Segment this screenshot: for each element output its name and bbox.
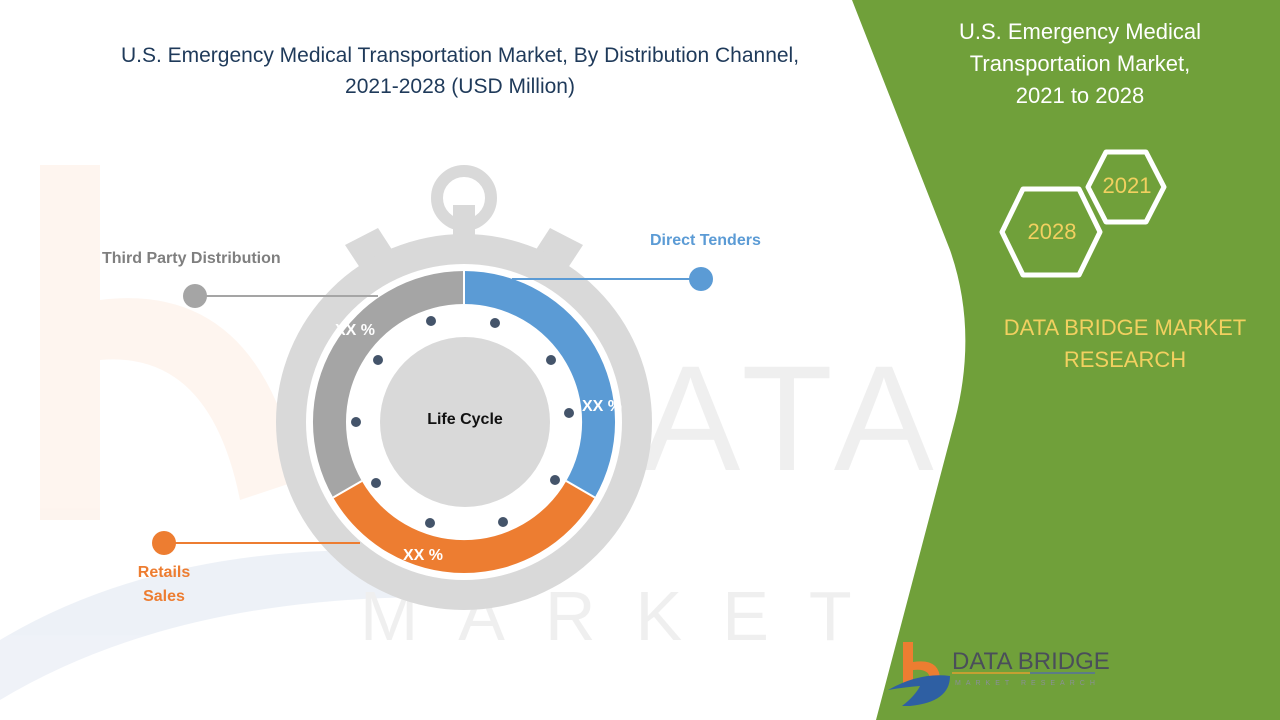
marker-third-party-icon (183, 284, 207, 308)
label-third-party-distribution: Third Party Distribution (102, 250, 281, 267)
hour-marker-dots (351, 316, 574, 528)
hex-year-2021: 2021 (1102, 173, 1152, 198)
title-line-1: U.S. Emergency Medical Transportation Ma… (120, 44, 800, 67)
title-line-2: 2021-2028 (USD Million) (345, 75, 575, 98)
data-bridge-logo-icon (888, 642, 1095, 706)
side-title-line-2: Transportation Market, (969, 51, 1191, 76)
pct-direct-tenders: XX % (582, 398, 623, 415)
side-panel-title: U.S. Emergency Medical Transportation Ma… (920, 16, 1240, 112)
pct-third-party: XX % (335, 322, 376, 339)
brand-line-2: RESEARCH (1063, 347, 1187, 372)
hex-year-2028: 2028 (1027, 219, 1077, 244)
segment-third-party (312, 270, 464, 498)
marker-retails-sales-icon (152, 531, 176, 555)
segment-direct-tenders (464, 270, 616, 498)
label-retails-sales: Retails Sales (120, 561, 208, 609)
brand-line-1: DATA BRIDGE MARKET (1003, 315, 1247, 340)
side-title-line-3: 2021 to 2028 (1015, 83, 1145, 108)
marker-direct-tenders-icon (689, 267, 713, 291)
page-title: U.S. Emergency Medical Transportation Ma… (40, 40, 880, 102)
pct-retails-sales: XX % (403, 547, 444, 564)
center-label-life-cycle: Life Cycle (427, 411, 503, 428)
logo-subtitle: MARKET RESEARCH (955, 680, 1100, 687)
segment-retails-sales (333, 481, 595, 574)
side-title-line-1: U.S. Emergency Medical (958, 19, 1202, 44)
label-direct-tenders: Direct Tenders (650, 232, 761, 249)
label-retails-line-2: Sales (143, 588, 185, 605)
life-cycle-center (380, 337, 550, 507)
brand-text: DATA BRIDGE MARKET RESEARCH (960, 312, 1280, 376)
label-retails-line-1: Retails (137, 564, 191, 581)
logo-name: DATA BRIDGE (952, 648, 1110, 675)
